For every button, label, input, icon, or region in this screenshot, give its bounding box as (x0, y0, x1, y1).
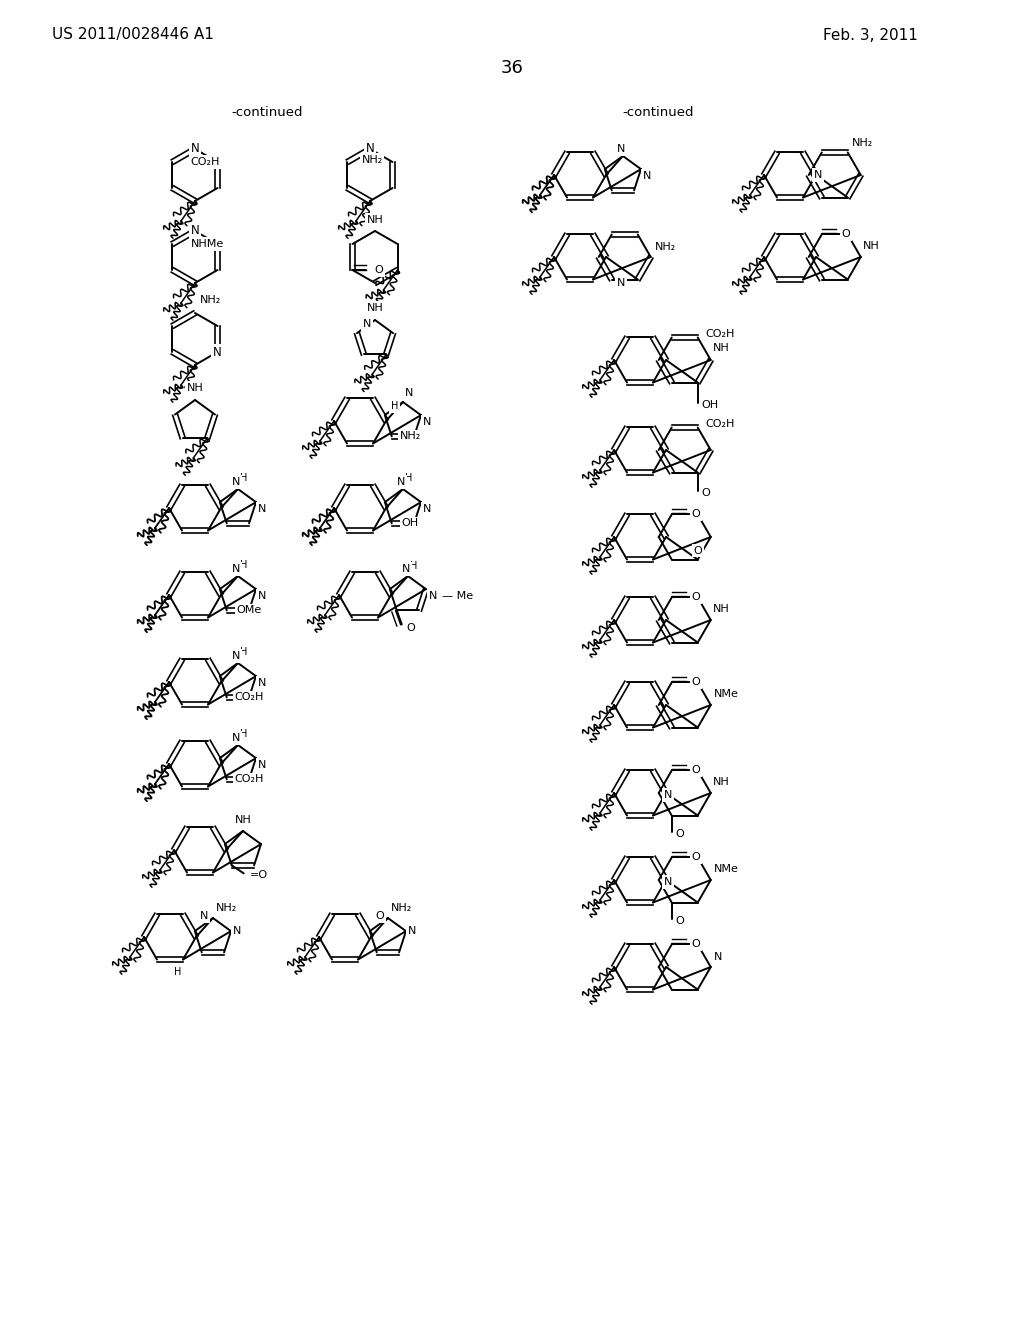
Text: N: N (396, 477, 406, 487)
Text: O: O (692, 853, 700, 862)
Text: N: N (362, 319, 372, 329)
Text: N: N (190, 143, 200, 156)
Text: NH: NH (367, 215, 383, 224)
Text: NH: NH (713, 343, 729, 352)
Text: OH: OH (701, 400, 719, 409)
Text: N: N (258, 678, 266, 688)
Text: N: N (258, 760, 266, 770)
Text: N: N (616, 277, 625, 288)
Text: O: O (407, 623, 416, 634)
Text: N: N (366, 143, 375, 156)
Text: N: N (423, 504, 431, 513)
Text: N: N (429, 591, 437, 601)
Text: N: N (423, 417, 431, 428)
Text: CO₂H: CO₂H (234, 693, 264, 702)
Text: NH₂: NH₂ (399, 432, 421, 441)
Text: =O: =O (250, 870, 268, 880)
Text: O: O (693, 545, 702, 556)
Text: N: N (231, 564, 240, 574)
Text: N: N (408, 927, 417, 936)
Text: OH: OH (401, 519, 419, 528)
Text: N: N (714, 952, 722, 962)
Text: NMe: NMe (714, 865, 738, 874)
Text: O: O (842, 230, 851, 239)
Text: N: N (616, 144, 625, 154)
Text: US 2011/0028446 A1: US 2011/0028446 A1 (52, 28, 214, 42)
Text: O: O (692, 766, 700, 775)
Text: O: O (692, 677, 700, 688)
Text: N: N (190, 224, 200, 238)
Text: O: O (692, 593, 700, 602)
Text: H: H (404, 473, 413, 483)
Text: H: H (240, 729, 247, 739)
Text: NHMe: NHMe (190, 239, 223, 249)
Text: O: O (701, 487, 711, 498)
Text: O: O (692, 510, 700, 520)
Text: NH: NH (234, 814, 251, 825)
Text: O: O (676, 916, 684, 925)
Text: N: N (814, 170, 822, 180)
Text: H: H (174, 966, 181, 977)
Text: H: H (240, 473, 247, 483)
Text: N: N (401, 564, 410, 574)
Text: O: O (676, 829, 684, 838)
Text: CO₂H: CO₂H (706, 330, 735, 339)
Text: NH₂: NH₂ (200, 294, 221, 305)
Text: — Me: — Me (442, 591, 473, 601)
Text: H: H (391, 401, 398, 411)
Text: CO₂H: CO₂H (234, 775, 264, 784)
Text: N: N (258, 504, 266, 513)
Text: CO₂H: CO₂H (190, 157, 220, 168)
Text: N: N (231, 651, 240, 661)
Text: H: H (240, 560, 247, 570)
Text: H: H (240, 647, 247, 657)
Text: NMe: NMe (714, 689, 738, 700)
Text: -continued: -continued (231, 107, 303, 120)
Text: NH: NH (862, 242, 880, 251)
Text: NH₂: NH₂ (852, 139, 873, 148)
Text: O: O (375, 911, 384, 921)
Text: N: N (664, 789, 672, 800)
Text: N: N (643, 172, 651, 181)
Text: N: N (231, 477, 240, 487)
Text: NH₂: NH₂ (654, 242, 676, 252)
Text: O: O (692, 940, 700, 949)
Text: NH: NH (713, 605, 729, 614)
Text: 36: 36 (501, 59, 523, 77)
Text: NH₂: NH₂ (216, 903, 238, 913)
Text: CO₂H: CO₂H (706, 420, 735, 429)
Text: OMe: OMe (237, 606, 262, 615)
Text: N: N (231, 733, 240, 743)
Text: N: N (404, 388, 414, 399)
Text: N: N (213, 346, 222, 359)
Text: Feb. 3, 2011: Feb. 3, 2011 (822, 28, 918, 42)
Text: NH: NH (367, 304, 383, 313)
Text: N: N (200, 911, 208, 921)
Text: N: N (664, 876, 672, 887)
Text: NH: NH (713, 777, 729, 787)
Text: -continued: -continued (623, 107, 693, 120)
Text: N: N (233, 927, 242, 936)
Text: NH₂: NH₂ (391, 903, 412, 913)
Text: NH: NH (186, 383, 204, 393)
Text: NH₂: NH₂ (361, 154, 383, 165)
Text: H: H (410, 561, 417, 572)
Text: N: N (258, 591, 266, 601)
Text: O: O (375, 265, 383, 275)
